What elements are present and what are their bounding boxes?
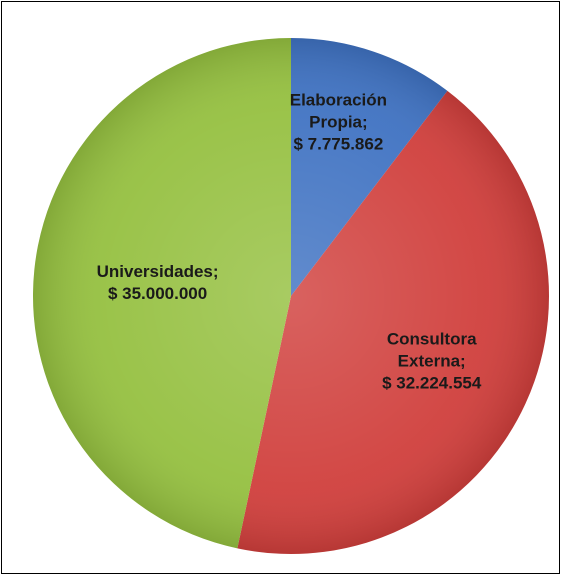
data-label-line: $ 7.775.862 (293, 135, 383, 154)
pie-labels: Elaboración Propia; $ 7.775.862 Consultora E… (97, 91, 482, 393)
data-label-line: Externa; (398, 352, 466, 371)
data-label-line: Elaboración (290, 91, 387, 110)
data-label-line: Consultora (387, 330, 477, 349)
data-label-elaboracion-propia: Elaboración Propia; $ 7.775.862 (290, 91, 387, 154)
data-label-universidades: Universidades; $ 35.000.000 (97, 262, 219, 303)
data-label-consultora-externa: Consultora Externa; $ 32.224.554 (382, 330, 482, 393)
data-label-line: $ 32.224.554 (382, 374, 482, 393)
data-label-line: Universidades; (97, 262, 219, 281)
data-label-line: Propia; (309, 113, 368, 132)
data-label-line: $ 35.000.000 (108, 284, 207, 303)
